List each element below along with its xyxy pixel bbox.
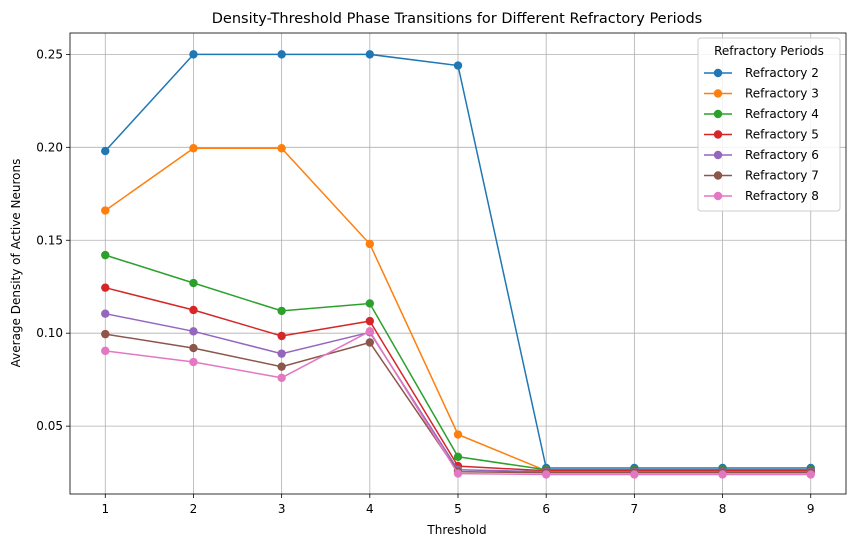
legend-item: Refractory 2 bbox=[704, 66, 819, 80]
x-tick-label: 4 bbox=[366, 502, 374, 516]
legend-item: Refractory 7 bbox=[704, 169, 819, 183]
legend-marker bbox=[713, 109, 723, 119]
x-tick-label: 5 bbox=[454, 502, 462, 516]
y-tick-label: 0.05 bbox=[36, 419, 63, 433]
data-point bbox=[189, 327, 198, 336]
data-point bbox=[101, 250, 110, 260]
data-point bbox=[189, 305, 198, 315]
data-point bbox=[189, 357, 198, 367]
y-tick-label: 0.10 bbox=[36, 326, 63, 340]
x-axis-label: Threshold bbox=[426, 523, 486, 537]
legend-label: Refractory 3 bbox=[745, 87, 819, 101]
legend-label: Refractory 2 bbox=[745, 66, 819, 80]
legend-marker bbox=[713, 68, 723, 78]
data-point bbox=[277, 373, 286, 383]
data-point bbox=[365, 50, 375, 59]
x-tick-label: 8 bbox=[719, 502, 727, 516]
data-point bbox=[453, 61, 463, 70]
chart-title: Density-Threshold Phase Transitions for … bbox=[212, 11, 702, 27]
data-point bbox=[541, 470, 551, 479]
legend-marker bbox=[713, 89, 723, 98]
legend-item: Refractory 6 bbox=[704, 148, 819, 162]
data-point bbox=[453, 469, 463, 478]
data-point bbox=[189, 50, 198, 59]
series-7 bbox=[101, 327, 815, 479]
y-tick-label: 0.20 bbox=[36, 140, 63, 154]
data-point bbox=[189, 144, 198, 153]
legend-label: Refractory 8 bbox=[745, 189, 819, 203]
data-point bbox=[101, 283, 110, 292]
data-point bbox=[189, 343, 198, 353]
data-point bbox=[630, 470, 639, 479]
legend-item: Refractory 4 bbox=[704, 107, 819, 121]
x-tick-label: 3 bbox=[278, 502, 286, 516]
data-point bbox=[718, 470, 727, 479]
data-point bbox=[277, 144, 286, 153]
x-axis-ticks: 1 2 3 4 5 6 7 8 9 bbox=[101, 494, 815, 516]
legend-label: Refractory 7 bbox=[745, 169, 819, 183]
legend-title: Refractory Periods bbox=[714, 44, 824, 58]
legend-label: Refractory 4 bbox=[745, 107, 819, 121]
data-point bbox=[277, 362, 286, 371]
data-point bbox=[453, 430, 463, 439]
data-point bbox=[277, 50, 286, 59]
legend-item: Refractory 8 bbox=[704, 189, 819, 203]
data-point bbox=[365, 299, 375, 308]
data-point bbox=[277, 349, 286, 358]
data-point bbox=[365, 316, 375, 326]
y-axis-label: Average Density of Active Neurons bbox=[9, 159, 23, 368]
y-tick-label: 0.25 bbox=[36, 47, 63, 61]
legend-item: Refractory 5 bbox=[704, 128, 819, 142]
y-tick-label: 0.15 bbox=[36, 233, 63, 247]
y-axis-ticks: 0.05 0.10 0.15 0.20 0.25 bbox=[36, 47, 70, 433]
data-point bbox=[101, 309, 110, 318]
legend-box bbox=[697, 37, 841, 212]
x-tick-label: 2 bbox=[190, 502, 198, 516]
x-tick-label: 6 bbox=[542, 502, 550, 516]
legend-label: Refractory 5 bbox=[745, 128, 819, 142]
legend-marker bbox=[713, 130, 723, 139]
x-tick-label: 1 bbox=[101, 502, 109, 516]
data-point bbox=[277, 331, 286, 341]
data-point bbox=[189, 278, 198, 288]
legend: Refractory Periods Refractory 2 Refractory… bbox=[697, 37, 841, 212]
x-tick-label: 9 bbox=[807, 502, 815, 516]
legend-marker bbox=[713, 191, 723, 201]
series-group bbox=[101, 50, 815, 479]
legend-marker bbox=[713, 171, 723, 180]
legend-label: Refractory 6 bbox=[745, 148, 819, 162]
data-point bbox=[277, 306, 286, 316]
data-point bbox=[101, 329, 110, 339]
data-point bbox=[365, 338, 375, 347]
data-point bbox=[101, 206, 110, 215]
data-point bbox=[101, 346, 110, 356]
data-point bbox=[101, 146, 110, 156]
data-point bbox=[806, 470, 815, 479]
x-tick-label: 7 bbox=[631, 502, 639, 516]
data-point bbox=[365, 327, 375, 336]
legend-item: Refractory 3 bbox=[704, 87, 819, 101]
legend-marker bbox=[713, 150, 723, 160]
data-point bbox=[453, 452, 463, 462]
data-point bbox=[365, 239, 375, 249]
